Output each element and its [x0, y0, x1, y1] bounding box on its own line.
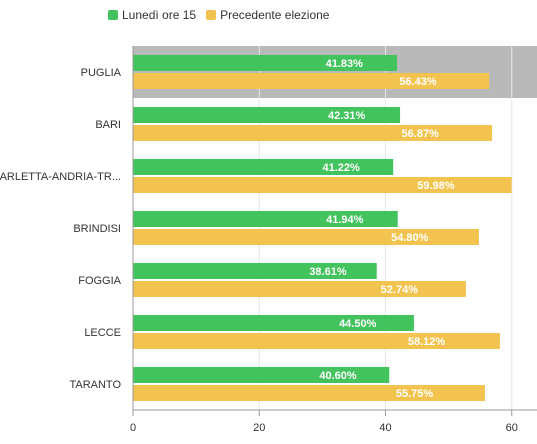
bar-series-2-6: [133, 385, 485, 401]
bar-series-1-0: [133, 55, 398, 71]
bar-series-2-5: [133, 333, 500, 349]
x-tick-label-2: 40: [379, 422, 391, 434]
category-label-4: FOGGIA: [78, 275, 121, 287]
bar-series-2-4: [133, 281, 466, 297]
bar-series-1-6: [133, 367, 390, 383]
data-label-series-1-2: 41.22%: [323, 162, 361, 174]
legend-swatch-series-1: [108, 10, 118, 20]
data-label-series-2-2: 59.98%: [417, 180, 455, 192]
bar-series-2-2: [133, 177, 512, 193]
category-label-3: BRINDISI: [73, 223, 121, 235]
category-label-6: TARANTO: [69, 379, 121, 391]
category-label-5: LECCE: [84, 327, 121, 339]
bar-series-1-1: [133, 107, 401, 123]
chart-legend: Lunedì ore 15 Precedente elezione: [108, 8, 329, 22]
bar-series-2-1: [133, 125, 492, 141]
bar-series-1-3: [133, 211, 398, 227]
bar-series-2-0: [133, 73, 490, 89]
bar-series-1-4: [133, 263, 377, 279]
x-tick-label-1: 20: [253, 422, 265, 434]
legend-label-series-1: Lunedì ore 15: [122, 8, 197, 22]
data-label-series-2-6: 55.75%: [396, 388, 434, 400]
category-label-2: BARLETTA-ANDRIA-TR...: [0, 171, 121, 183]
data-label-series-2-5: 58.12%: [408, 336, 446, 348]
bar-series-2-3: [133, 229, 479, 245]
bar-series-1-2: [133, 159, 394, 175]
legend-item-series-2[interactable]: Precedente elezione: [206, 8, 329, 22]
data-label-series-2-1: 56.87%: [402, 128, 440, 140]
data-label-series-2-3: 54.80%: [391, 232, 429, 244]
highlight-band: [133, 46, 537, 98]
legend-swatch-series-2: [206, 10, 217, 20]
data-label-series-1-5: 44.50%: [339, 318, 377, 330]
legend-label-series-2: Precedente elezione: [220, 8, 330, 22]
data-label-series-2-0: 56.43%: [399, 76, 437, 88]
category-label-1: BARI: [95, 119, 121, 131]
data-label-series-2-4: 52.74%: [381, 284, 419, 296]
data-label-series-1-6: 40.60%: [319, 370, 357, 382]
category-label-0: PUGLIA: [81, 67, 122, 79]
data-label-series-1-1: 42.31%: [328, 110, 366, 122]
data-label-series-1-4: 38.61%: [309, 266, 347, 278]
data-label-series-1-3: 41.94%: [326, 214, 364, 226]
x-tick-label-0: 0: [130, 422, 136, 434]
bar-series-1-5: [133, 315, 414, 331]
x-tick-label-3: 60: [506, 422, 518, 434]
legend-item-series-1[interactable]: Lunedì ore 15: [108, 8, 196, 22]
data-label-series-1-0: 41.83%: [326, 58, 364, 70]
